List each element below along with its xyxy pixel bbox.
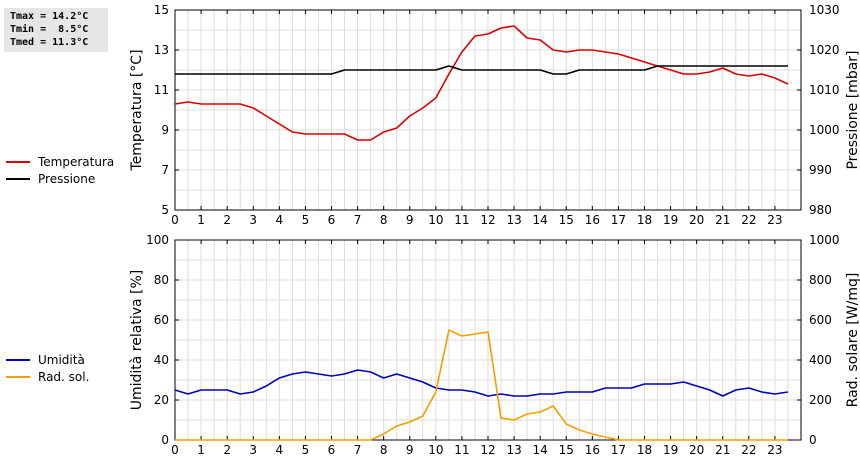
y-right-tick-label: 0 [809,433,817,447]
x-tick-label: 2 [223,443,231,457]
x-tick-label: 18 [637,443,652,457]
x-tick-label: 12 [480,213,495,227]
x-tick-label: 4 [276,443,284,457]
x-tick-label: 19 [663,443,678,457]
x-tick-label: 5 [302,213,310,227]
x-tick-label: 14 [533,213,548,227]
x-tick-label: 10 [428,443,443,457]
x-tick-label: 20 [689,443,704,457]
x-tick-label: 14 [533,443,548,457]
x-tick-label: 23 [767,443,782,457]
x-tick-label: 22 [741,443,756,457]
x-tick-label: 16 [585,443,600,457]
pressione-swatch [6,177,30,180]
y-left-tick-label: 0 [161,433,169,447]
series-line-temperatura [174,25,789,141]
x-tick-label: 15 [559,213,574,227]
y-left-tick-label: 100 [146,233,169,247]
y-left-tick-label: 7 [161,163,169,177]
legend-label-rad-sol: Rad. sol. [38,369,90,384]
x-tick-label: 8 [380,213,388,227]
y-right-tick-label: 1030 [809,3,840,17]
stats-box: Tmax = 14.2°C Tmin = 8.5°C Tmed = 11.3°C [4,8,108,52]
y-left-tick-label: 11 [154,83,169,97]
y-left-tick-label: 13 [154,43,169,57]
y-left-tick-label: 5 [161,203,169,217]
legend-label-umidita: Umidità [38,352,85,367]
y-left-axis-title: Umidità relativa [%] [129,270,145,411]
y-right-tick-label: 1000 [809,123,840,137]
y-right-tick-label: 1000 [809,233,840,247]
x-tick-label: 7 [354,213,362,227]
x-tick-label: 12 [480,443,495,457]
x-tick-label: 5 [302,443,310,457]
x-tick-label: 0 [171,213,179,227]
tmax-text: Tmax = 14.2°C [10,11,89,22]
tmed-text: Tmed = 11.3°C [10,37,89,48]
x-tick-label: 2 [223,213,231,227]
temperatura-swatch [6,160,30,163]
x-tick-label: 17 [611,443,626,457]
y-left-axis-title: Temperatura [°C] [129,49,145,171]
y-left-tick-label: 20 [154,393,169,407]
x-tick-label: 19 [663,213,678,227]
legend-label-pressione: Pressione [38,171,96,186]
legend-item-umidita: Umidità [6,351,89,368]
y-right-tick-label: 1010 [809,83,840,97]
y-left-tick-label: 9 [161,123,169,137]
x-tick-label: 21 [715,213,730,227]
y-right-tick-label: 800 [809,273,832,287]
y-right-tick-label: 980 [809,203,832,217]
umidita-swatch [6,358,30,361]
x-tick-label: 3 [249,443,257,457]
y-right-tick-label: 1020 [809,43,840,57]
rad-sol-swatch [6,375,30,378]
x-tick-label: 8 [380,443,388,457]
x-tick-label: 22 [741,213,756,227]
y-right-tick-label: 200 [809,393,832,407]
x-tick-label: 0 [171,443,179,457]
y-right-axis-title: Rad. solare [W/mq] [845,273,860,408]
legend-label-temperatura: Temperatura [38,154,115,169]
legend-item-temperatura: Temperatura [6,153,114,170]
tmin-text: Tmin = 8.5°C [10,24,89,35]
x-tick-label: 7 [354,443,362,457]
x-tick-label: 1 [197,443,205,457]
legend-bottom: Umidità Rad. sol. [6,351,89,385]
legend-item-rad-sol: Rad. sol. [6,368,89,385]
legend-top: Temperatura Pressione [6,153,114,187]
x-tick-label: 23 [767,213,782,227]
series-line-umidit [174,369,789,397]
x-tick-label: 10 [428,213,443,227]
x-tick-label: 13 [506,443,521,457]
x-tick-label: 17 [611,213,626,227]
x-tick-label: 1 [197,213,205,227]
y-right-tick-label: 400 [809,353,832,367]
y-left-tick-label: 80 [154,273,169,287]
x-tick-label: 9 [406,443,414,457]
y-left-tick-label: 40 [154,353,169,367]
legend-item-pressione: Pressione [6,170,114,187]
y-left-tick-label: 15 [154,3,169,17]
x-tick-label: 6 [328,443,336,457]
x-tick-label: 3 [249,213,257,227]
x-tick-label: 20 [689,213,704,227]
series-line-rad-sol [175,329,788,441]
x-tick-label: 13 [506,213,521,227]
y-right-tick-label: 990 [809,163,832,177]
x-tick-label: 15 [559,443,574,457]
x-tick-label: 21 [715,443,730,457]
x-tick-label: 11 [454,443,469,457]
x-tick-label: 11 [454,213,469,227]
x-tick-label: 9 [406,213,414,227]
x-tick-label: 6 [328,213,336,227]
x-tick-label: 4 [276,213,284,227]
y-right-axis-title: Pressione [mbar] [845,50,860,169]
x-tick-label: 18 [637,213,652,227]
y-left-tick-label: 60 [154,313,169,327]
series-line-pressione [175,65,788,75]
y-right-tick-label: 600 [809,313,832,327]
x-tick-label: 16 [585,213,600,227]
